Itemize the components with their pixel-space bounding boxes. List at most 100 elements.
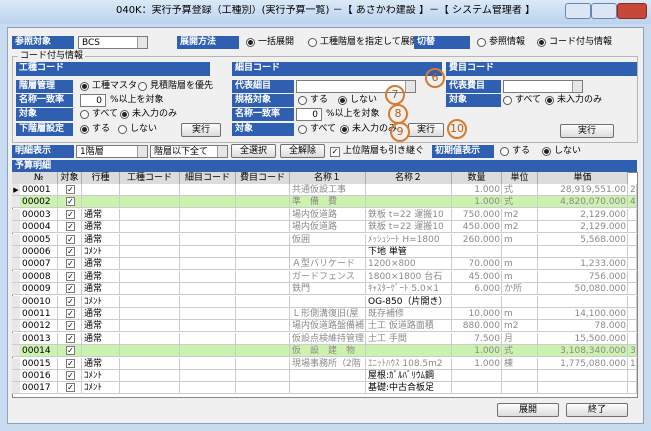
close-button[interactable] xyxy=(617,3,647,19)
table-cell xyxy=(180,196,236,209)
button[interactable]: 全選択 xyxy=(231,144,276,158)
row-checkbox[interactable]: ✓ xyxy=(66,321,75,331)
radio-button[interactable] xyxy=(118,125,127,134)
row-checkbox[interactable]: ✓ xyxy=(66,333,75,343)
cell-text: 1800×1800 台石 xyxy=(368,271,443,282)
dropdown[interactable]: BCS xyxy=(78,36,148,49)
table-cell xyxy=(120,382,180,395)
button[interactable]: 展開 xyxy=(497,403,559,417)
row-checkbox[interactable]: ✓ xyxy=(66,247,75,256)
button[interactable]: 全解除 xyxy=(280,144,325,158)
row-checkbox[interactable]: ✓ xyxy=(66,197,75,207)
button[interactable]: 実行 xyxy=(560,124,614,138)
radio-button[interactable] xyxy=(537,38,546,47)
button[interactable]: 実行 xyxy=(181,123,221,137)
row-selector[interactable] xyxy=(12,382,20,395)
row-selector[interactable] xyxy=(12,258,20,271)
table-cell xyxy=(82,357,120,370)
row-selector[interactable] xyxy=(12,283,20,296)
table-cell xyxy=(366,246,452,258)
radio-button[interactable] xyxy=(545,96,554,105)
row-checkbox[interactable]: ✓ xyxy=(66,271,75,281)
radio-button[interactable] xyxy=(298,96,307,105)
cell-text: m2 xyxy=(504,209,519,220)
cell-text: 棟 xyxy=(504,358,514,369)
row-checkbox[interactable]: ✓ xyxy=(66,185,75,194)
radio-button[interactable] xyxy=(542,147,551,156)
row-selector[interactable]: ▶ xyxy=(12,184,20,196)
table-cell xyxy=(502,345,538,358)
row-checkbox[interactable]: ✓ xyxy=(66,371,75,380)
table-cell xyxy=(236,196,290,209)
row-selector[interactable] xyxy=(12,270,20,283)
dropdown[interactable]: 階層以下全て xyxy=(150,145,228,158)
radio-button[interactable] xyxy=(120,110,129,119)
radio-button[interactable] xyxy=(308,38,317,47)
row-selector[interactable] xyxy=(12,357,20,370)
row-checkbox[interactable]: ✓ xyxy=(66,222,75,232)
radio-button[interactable] xyxy=(80,110,89,119)
row-checkbox[interactable]: ✓ xyxy=(66,346,75,356)
row-checkbox[interactable]: ✓ xyxy=(66,296,75,306)
button[interactable]: 実行 xyxy=(408,123,444,137)
radio-button[interactable] xyxy=(246,38,255,47)
row-selector[interactable] xyxy=(12,246,20,258)
radio-button[interactable] xyxy=(298,125,307,134)
table-cell xyxy=(452,295,502,308)
radio-button[interactable] xyxy=(340,125,349,134)
table-cell xyxy=(366,221,452,234)
radio-button[interactable] xyxy=(477,38,486,47)
table-cell xyxy=(502,246,538,258)
row-checkbox[interactable]: ✓ xyxy=(66,209,75,219)
minimize-button[interactable] xyxy=(565,3,591,19)
row-selector[interactable] xyxy=(12,233,20,246)
radio-label: すべて xyxy=(515,95,542,105)
dropdown[interactable]: 1階層 xyxy=(76,145,148,158)
row-selector[interactable] xyxy=(12,295,20,308)
table-cell xyxy=(628,184,637,196)
dropdown[interactable] xyxy=(503,80,583,93)
row-checkbox[interactable]: ✓ xyxy=(66,234,75,244)
table-cell xyxy=(290,345,366,358)
row-selector[interactable] xyxy=(12,221,20,234)
row-selector[interactable] xyxy=(12,332,20,345)
text-input[interactable]: 0 xyxy=(296,108,322,121)
maximize-button[interactable] xyxy=(591,3,617,19)
row-checkbox[interactable]: ✓ xyxy=(66,358,75,368)
row-selector[interactable] xyxy=(12,308,20,320)
row-selector[interactable] xyxy=(12,196,20,209)
row-checkbox[interactable]: ✓ xyxy=(66,259,75,269)
cell-text: 00007 xyxy=(22,259,51,270)
row-header-corner xyxy=(12,172,20,184)
radio-button[interactable] xyxy=(503,96,512,105)
row-selector[interactable] xyxy=(12,345,20,358)
table-cell xyxy=(82,332,120,345)
button[interactable]: 終了 xyxy=(566,403,628,417)
radio-label: しない xyxy=(130,124,158,134)
radio-button[interactable] xyxy=(500,147,509,156)
radio-button[interactable] xyxy=(80,82,89,91)
row-selector[interactable] xyxy=(12,320,20,333)
cell-text: 00002 xyxy=(22,197,51,208)
radio-button[interactable] xyxy=(80,125,89,134)
table-cell xyxy=(20,345,58,358)
row-selector[interactable] xyxy=(12,208,20,221)
text-input[interactable]: 0 xyxy=(80,94,106,107)
row-checkbox[interactable]: ✓ xyxy=(66,309,75,318)
cell-text: 00016 xyxy=(22,371,51,381)
table-cell xyxy=(82,221,120,234)
checkbox[interactable]: ✓ xyxy=(330,147,340,157)
cell-text: ｺﾒﾝﾄ xyxy=(84,371,103,381)
radio-label: 未入力のみ xyxy=(352,124,398,134)
radio-button[interactable] xyxy=(338,96,347,105)
table-cell xyxy=(20,208,58,221)
radio-button[interactable] xyxy=(138,82,147,91)
row-selector[interactable] xyxy=(12,370,20,382)
table-cell xyxy=(452,270,502,283)
radio-dot xyxy=(547,98,552,103)
cell-text: 00011 xyxy=(22,309,51,319)
table-cell xyxy=(452,221,502,234)
row-checkbox[interactable]: ✓ xyxy=(66,383,75,393)
row-checkbox[interactable]: ✓ xyxy=(66,284,75,294)
column-header: 行種 xyxy=(82,172,120,184)
